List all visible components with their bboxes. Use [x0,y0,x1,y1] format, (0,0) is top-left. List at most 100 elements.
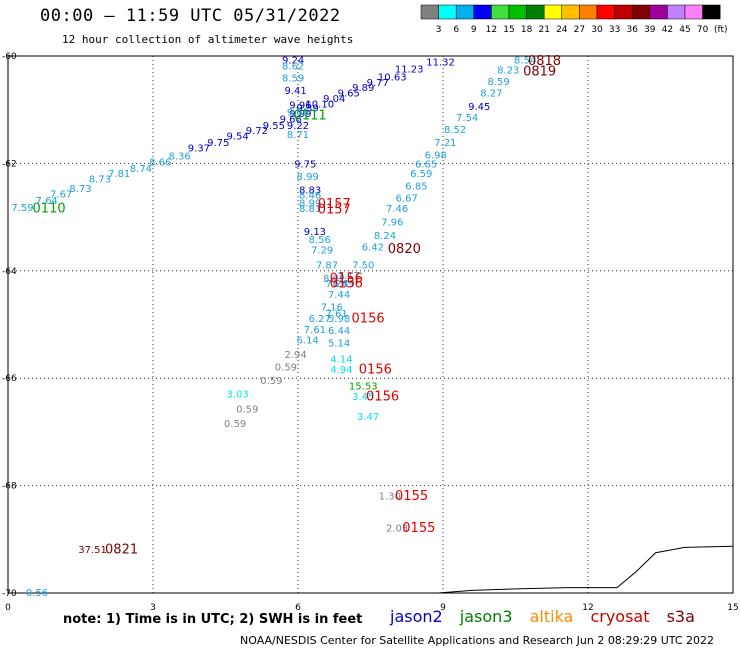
wave-height-label: 1.30 [379,491,401,502]
wave-height-label: 8.81 [299,204,321,215]
wave-height-label: 4.14 [330,354,352,365]
wave-height-label: 8.73 [89,175,111,186]
wave-height-label: 9.13 [304,227,326,238]
axis-ticks: 0 3 6 9 12 15 -60 -62 -64 -66 -68 -70 [2,52,739,613]
wave-height-label: 4.94 [330,365,352,376]
wave-height-label: 8.99 [297,172,319,183]
wave-height-label: 8.23 [497,65,519,76]
track-time-label: 0111 [294,109,327,124]
legend-bin-label: 18 [521,25,533,35]
x-tick-label: 9 [440,603,446,613]
wave-height-label: 8.52 [444,125,466,136]
wave-height-label: 9.75 [294,159,316,170]
wave-height-label: 3.47 [357,412,379,423]
wave-height-label: 7.61 [326,309,348,320]
wave-height-label: 6.42 [362,243,384,254]
coast-line [438,545,734,594]
wave-height-label: 9.55 [263,121,285,132]
wave-height-label: 8.02 [323,274,345,285]
x-tick-label: 3 [150,603,156,613]
wave-height-label: 8.56 [309,235,331,246]
wave-height-label: 8.27 [480,89,502,100]
wave-height-label: 7.67 [50,190,72,201]
chart-title: 00:00 — 11:59 UTC 05/31/2022 [40,6,341,26]
wave-height-label: 7.16 [321,302,343,313]
wave-height-label: 8.99 [299,199,321,210]
legend-swatch [455,4,475,20]
wave-height-label: 6.14 [297,336,319,347]
track-time-label: 0155 [402,521,435,536]
satellite-altika: altika [529,607,574,626]
wave-height-label: 8.54 [514,55,536,66]
x-tick-label: 12 [582,603,593,613]
legend-bin-label: 33 [609,25,620,35]
wave-height-label: 8.73 [69,184,91,195]
legend-swatch [473,4,492,20]
legend-swatch [684,4,703,20]
legend-swatch [631,4,651,20]
legend-swatch [508,4,527,20]
legend-bin-label: 45 [679,25,690,35]
wave-height-label: 9.96 [289,100,311,111]
satellite-cryosat: cryosat [590,607,650,626]
legend-bin-label: 12 [486,25,497,35]
wave-height-label: 8.24 [374,231,396,242]
wave-height-label: 10.10 [305,99,334,110]
wave-height-label: 0.59 [260,376,282,387]
legend-swatch [614,4,633,20]
wave-height-label: 11.32 [426,57,455,68]
wave-height-label: 2.03 [386,524,408,535]
wave-height-label: 6.85 [405,181,427,192]
wave-height-label: 8.59 [282,74,304,85]
y-tick-label: -68 [2,482,17,492]
wave-height-label: 8.62 [282,62,304,73]
wave-height-label: 7.61 [304,325,326,336]
legend-swatch [438,4,457,20]
wave-height-label: 9.77 [367,78,389,89]
wave-height-label: 5.14 [328,338,350,349]
satellite-jason3: jason3 [459,607,513,626]
legend-bin-label: 3 [436,25,442,35]
track-time-labels: 0110011101570157082001560156015601560156… [33,54,562,558]
legend-bin-label: 27 [574,25,585,35]
wave-height-label: 3.45 [352,392,374,403]
legend-swatch [543,4,563,20]
wave-height-labels: 7.597.647.678.738.737.81 8.748.668.369.37… [11,55,536,599]
legend-swatch [702,4,721,20]
wave-height-label: 8.59 [487,77,509,88]
legend-bin-label: 6 [453,25,459,35]
wave-height-label: 9.41 [284,86,306,97]
wave-height-label: 9.75 [207,138,229,149]
credit-line: NOAA/NESDIS Center for Satellite Applica… [240,634,715,647]
plot-frame [7,55,734,594]
wave-height-label: 7.17 [338,271,360,282]
wave-height-label: 7.29 [311,245,333,256]
track-time-label: 0156 [366,389,399,404]
track-time-label: 0156 [359,363,392,378]
legend-swatch [596,4,615,20]
wave-height-label: 7.64 [36,196,58,207]
track-time-label: 0819 [523,65,556,80]
wave-height-label: 7.21 [434,138,456,149]
wave-height-label: 7.59 [11,203,33,214]
track-time-label: 0110 [33,202,66,217]
legend-bin-label: 39 [644,25,656,35]
legend-swatch [526,4,545,20]
wave-height-label: 6.65 [415,159,437,170]
wave-height-label: 0.59 [275,362,297,373]
wave-height-label: 0.59 [236,404,258,415]
track-time-label: 0155 [395,489,428,504]
wave-height-label: 6.59 [410,169,432,180]
legend-bin-label: 36 [626,25,638,35]
coastline [438,545,734,594]
wave-height-label: 8.36 [168,151,190,162]
wave-height-label: 5.98 [328,314,350,325]
track-time-label: 0156 [330,277,363,292]
wave-height-label: 6.98 [425,150,447,161]
wave-height-label: 9.66 [280,114,302,125]
wave-height-label: 9.37 [188,143,210,154]
wave-height-label: 7.87 [316,260,338,271]
wave-height-label: 6.67 [396,193,418,204]
legend-swatch [561,4,580,20]
